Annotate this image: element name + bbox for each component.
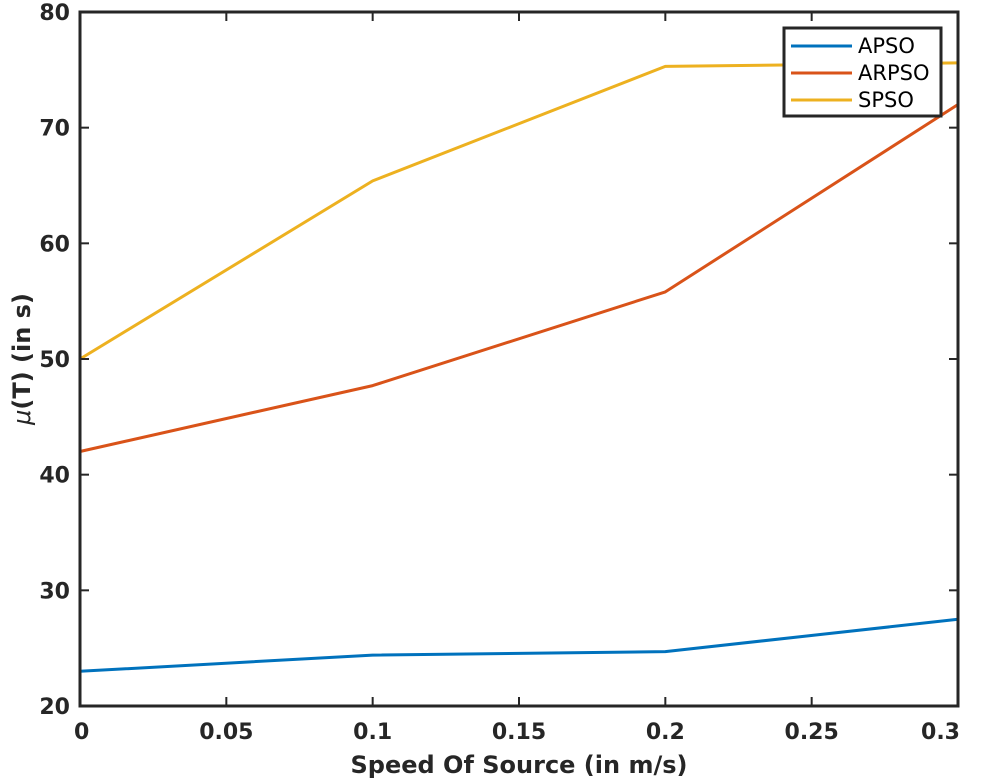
legend: APSO ARPSO SPSO xyxy=(782,26,943,118)
x-tick-label: 0.1 xyxy=(353,720,392,745)
legend-label-apso: APSO xyxy=(858,34,915,58)
y-axis-label: μ(T) (in s) xyxy=(8,293,36,426)
plot-area xyxy=(80,12,958,706)
y-tick-label: 50 xyxy=(39,348,70,373)
x-axis-label: Speed Of Source (in m/s) xyxy=(351,751,688,779)
legend-items: APSO ARPSO SPSO xyxy=(791,34,929,112)
y-axis-label-symbol: μ xyxy=(8,410,36,426)
y-tick-label: 60 xyxy=(39,232,70,257)
legend-label-spso: SPSO xyxy=(858,88,914,112)
y-tick-label: 30 xyxy=(39,579,70,604)
x-tick-label: 0.3 xyxy=(921,720,960,745)
y-tick-label: 40 xyxy=(39,464,70,489)
x-tick-label: 0.2 xyxy=(646,720,685,745)
x-axis-ticks: 0 0.05 0.1 0.15 0.2 0.25 0.3 xyxy=(74,12,960,745)
x-tick-label: 0 xyxy=(74,720,89,745)
series-line-apso xyxy=(79,617,959,673)
y-tick-label: 70 xyxy=(39,117,70,142)
x-tick-label: 0.15 xyxy=(492,720,546,745)
x-tick-label: 0.25 xyxy=(785,720,839,745)
y-axis-label-text: (T) (in s) xyxy=(8,293,36,410)
y-tick-label: 20 xyxy=(39,695,70,720)
y-tick-label: 80 xyxy=(39,1,70,26)
series-line-arpso xyxy=(79,103,959,453)
y-axis-ticks: 20 30 40 50 60 70 80 xyxy=(39,1,958,720)
x-tick-label: 0.05 xyxy=(199,720,253,745)
legend-label-arpso: ARPSO xyxy=(858,61,929,85)
